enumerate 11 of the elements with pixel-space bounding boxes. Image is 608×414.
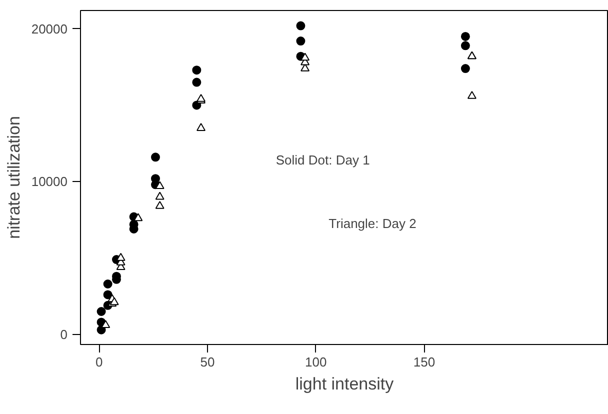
annotation: Triangle: Day 2 <box>328 216 416 231</box>
y-axis-title: nitrate utilization <box>4 116 24 239</box>
annotation: Solid Dot: Day 1 <box>276 152 370 168</box>
y-tick-label: 20000 <box>31 21 68 36</box>
y-tick-label: 10000 <box>31 174 68 190</box>
x-tick-label: 100 <box>305 354 327 370</box>
x-tick-label: 0 <box>96 354 103 370</box>
y-tick-label: 0 <box>60 326 68 342</box>
x-tick-label: 50 <box>200 354 215 370</box>
x-tick-label: 150 <box>413 354 436 370</box>
x-axis-title: light intensity <box>295 374 394 394</box>
